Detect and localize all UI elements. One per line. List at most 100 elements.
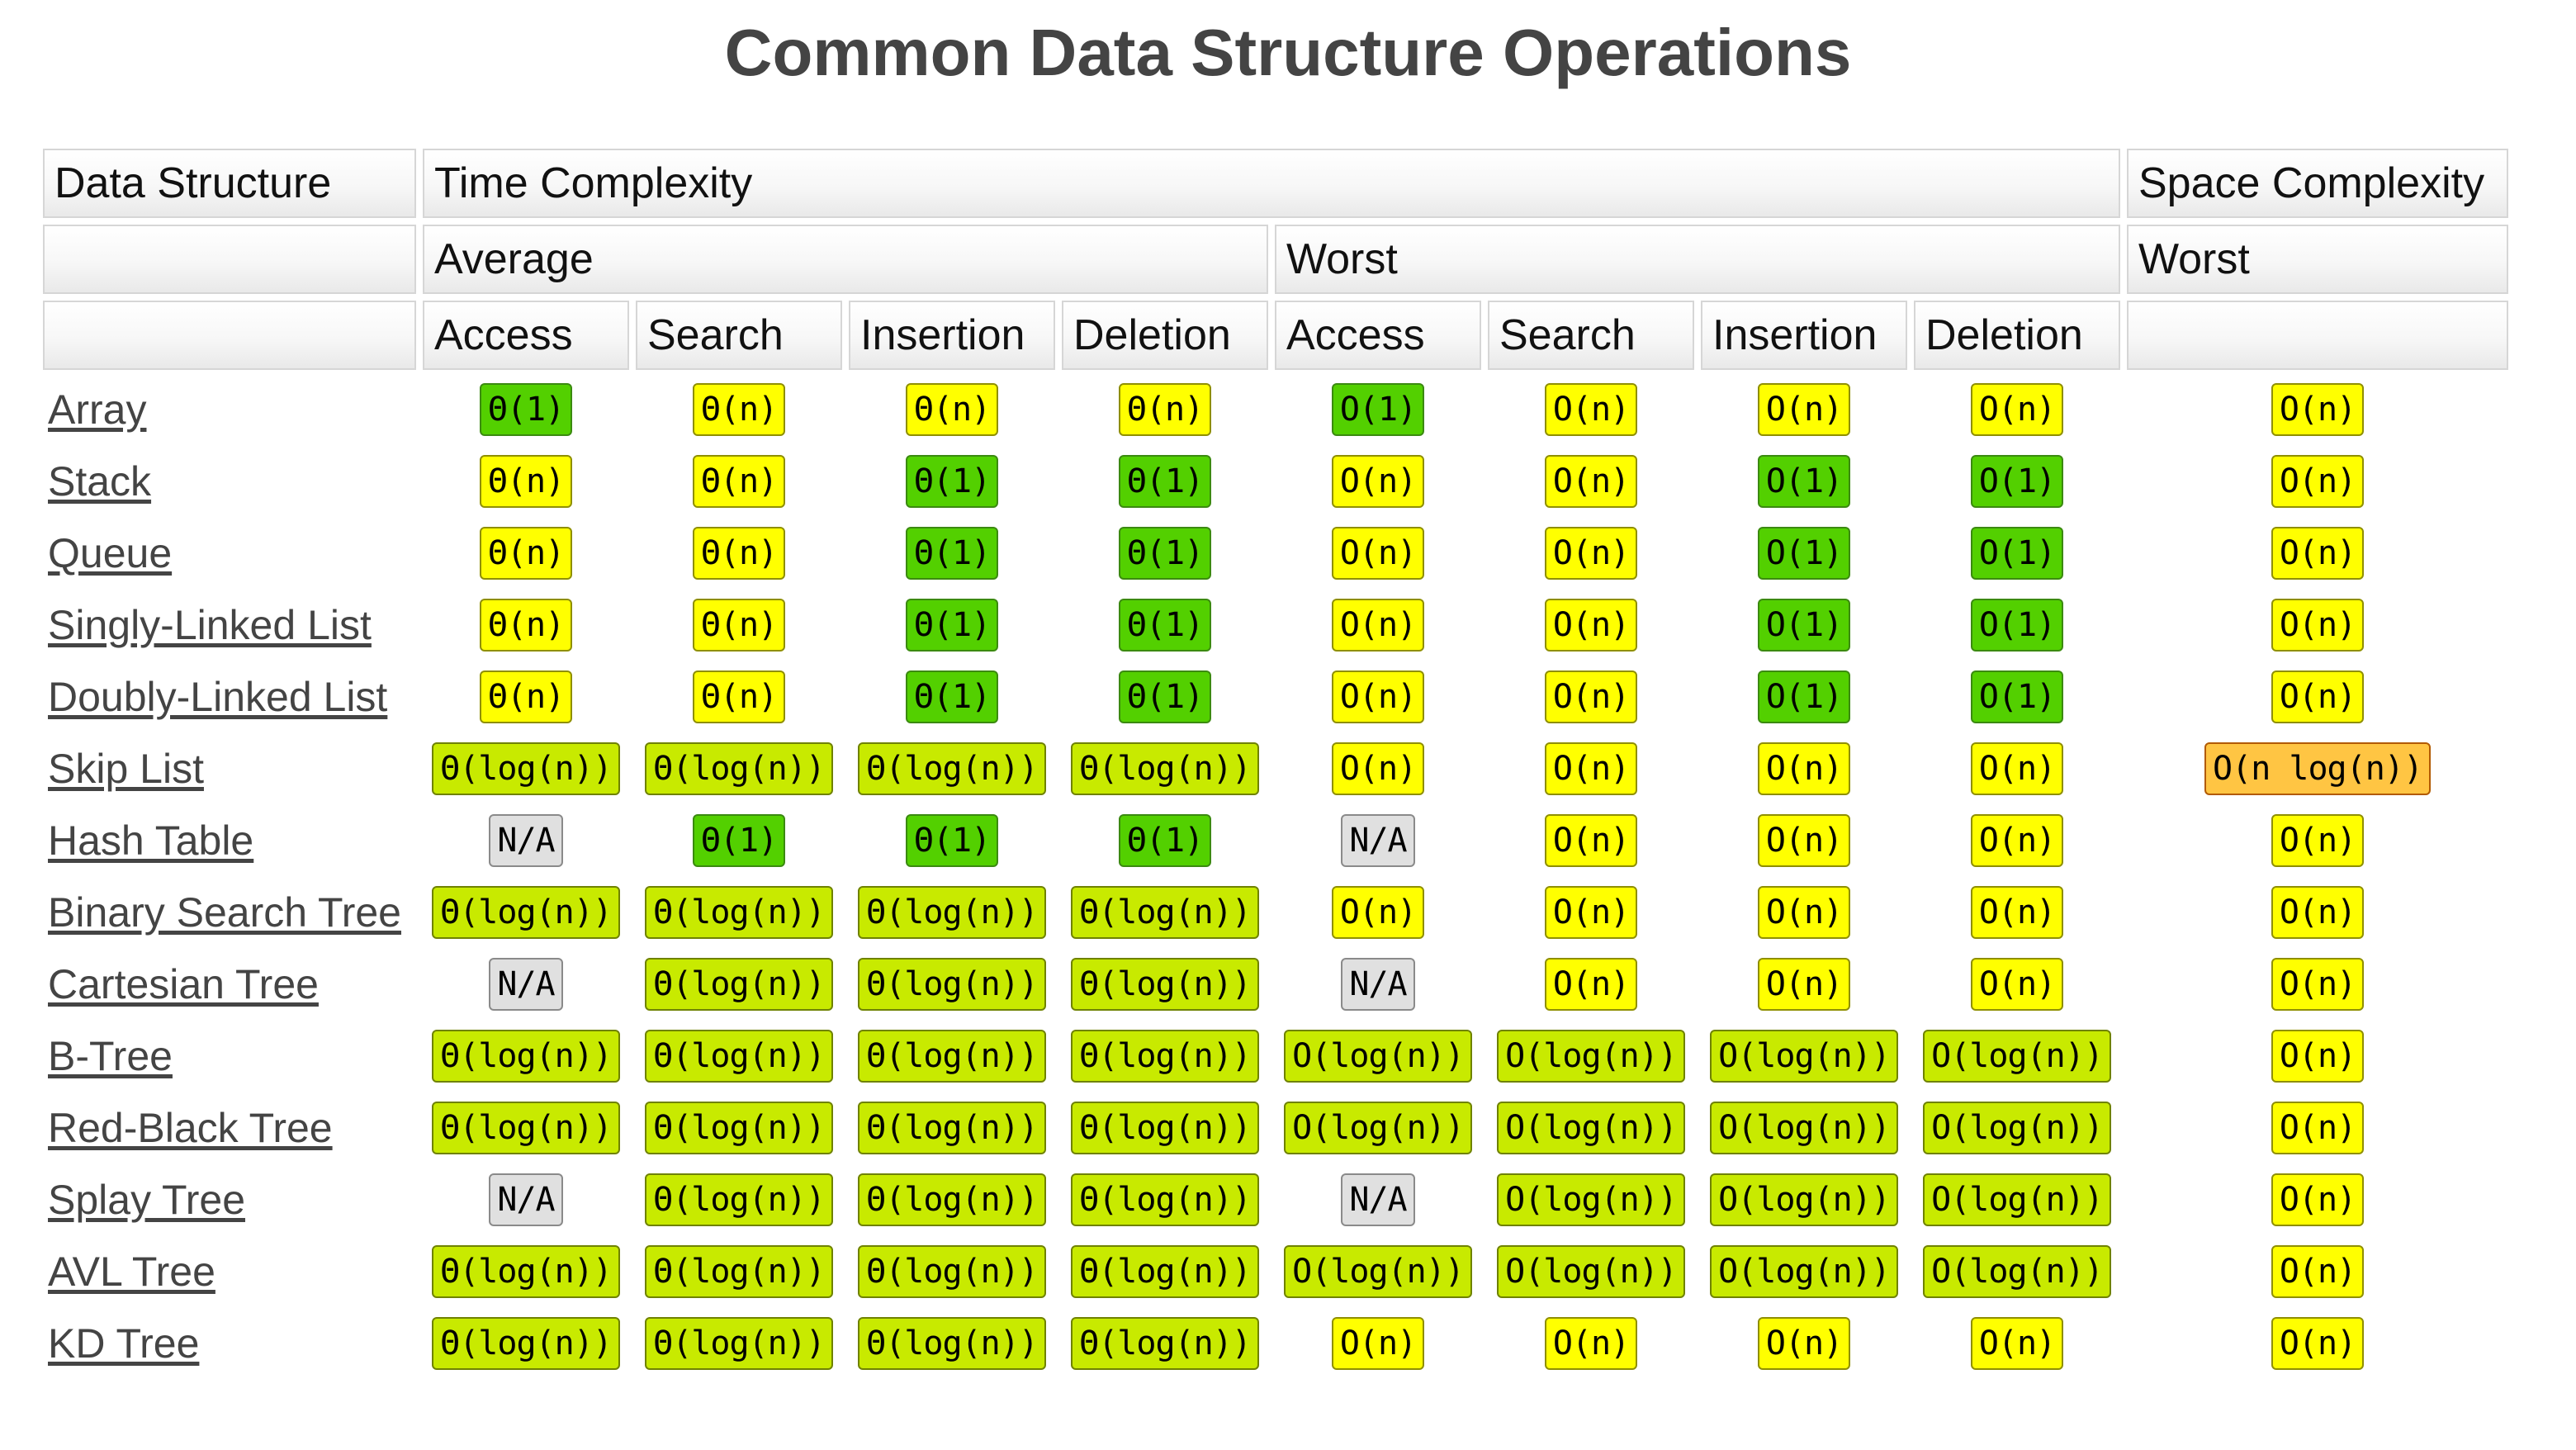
complexity-badge: O(log(n))	[1284, 1244, 1472, 1298]
complexity-badge: O(n)	[1331, 1316, 1425, 1370]
complexity-badge: O(n)	[2271, 382, 2365, 436]
complexity-badge: Θ(1)	[905, 813, 999, 867]
cell-avg-deletion: Θ(log(n))	[1062, 1310, 1268, 1376]
table-row: Splay Tree N/A Θ(log(n)) Θ(log(n)) Θ(log(n))…	[43, 1167, 2508, 1232]
cell-avg-insertion: Θ(1)	[849, 664, 1055, 729]
cell-avg-access: Θ(log(n))	[423, 736, 629, 801]
cell-worst-search: O(n)	[1488, 664, 1694, 729]
cell-worst-access: N/A	[1275, 951, 1481, 1016]
complexity-badge: Θ(1)	[1118, 813, 1212, 867]
header-data-structure: Data Structure	[43, 149, 416, 218]
data-structure-link[interactable]: AVL Tree	[48, 1248, 215, 1295]
cell-avg-search: Θ(n)	[636, 377, 842, 442]
cell-worst-access: N/A	[1275, 1167, 1481, 1232]
cell-avg-search: Θ(log(n))	[636, 879, 842, 945]
header-blank	[43, 301, 416, 370]
data-structure-link[interactable]: Cartesian Tree	[48, 960, 319, 1007]
data-structure-link[interactable]: Array	[48, 386, 147, 433]
table-row: Array Θ(1) Θ(n) Θ(n) Θ(n) O(1) O(n) O(n) O(n) O(n…	[43, 377, 2508, 442]
data-structure-link[interactable]: Splay Tree	[48, 1176, 246, 1223]
cell-worst-deletion: O(log(n))	[1914, 1167, 2120, 1232]
data-structure-link[interactable]: KD Tree	[48, 1320, 200, 1367]
cell-space-worst: O(n)	[2127, 1023, 2508, 1088]
cell-worst-deletion: O(1)	[1914, 520, 2120, 585]
header-avg-insertion: Insertion	[849, 301, 1055, 370]
complexity-badge: O(n)	[1757, 742, 1851, 795]
header-avg-deletion: Deletion	[1062, 301, 1268, 370]
complexity-badge: Θ(log(n))	[1071, 957, 1259, 1011]
complexity-badge: Θ(log(n))	[645, 1244, 833, 1298]
header-worst-deletion: Deletion	[1914, 301, 2120, 370]
complexity-badge: Θ(n)	[479, 598, 573, 652]
data-structure-link[interactable]: Queue	[48, 529, 173, 576]
data-structure-link[interactable]: B-Tree	[48, 1032, 173, 1079]
complexity-badge: O(n)	[1757, 1316, 1851, 1370]
header-worst-access: Access	[1275, 301, 1481, 370]
complexity-badge: O(n)	[1544, 526, 1638, 580]
cell-avg-insertion: Θ(1)	[849, 808, 1055, 873]
cell-space-worst: O(n)	[2127, 808, 2508, 873]
cell-avg-access: Θ(log(n))	[423, 1023, 629, 1088]
complexity-badge: Θ(log(n))	[432, 885, 620, 939]
complexity-badge: O(n)	[1757, 382, 1851, 436]
cell-worst-deletion: O(n)	[1914, 1310, 2120, 1376]
complexity-badge: O(log(n))	[1497, 1244, 1685, 1298]
complexity-badge: Θ(log(n))	[1071, 1101, 1259, 1154]
cell-avg-deletion: Θ(log(n))	[1062, 1167, 1268, 1232]
complexity-badge: Θ(n)	[692, 526, 786, 580]
cell-worst-deletion: O(n)	[1914, 377, 2120, 442]
complexity-badge: O(log(n))	[1923, 1029, 2111, 1083]
complexity-badge: Θ(log(n))	[858, 885, 1046, 939]
complexity-badge: O(n)	[1757, 957, 1851, 1011]
cell-worst-insertion: O(n)	[1701, 736, 1907, 801]
cell-avg-deletion: Θ(log(n))	[1062, 1239, 1268, 1304]
data-structure-link[interactable]: Skip List	[48, 745, 204, 792]
table-row: Cartesian Tree N/A Θ(log(n)) Θ(log(n)) Θ(log…	[43, 951, 2508, 1016]
cell-space-worst: O(n)	[2127, 1095, 2508, 1160]
complexity-badge: Θ(n)	[1118, 382, 1212, 436]
cell-worst-search: O(log(n))	[1488, 1167, 1694, 1232]
cell-space-worst: O(n)	[2127, 951, 2508, 1016]
header-row-operations: Access Search Insertion Deletion Access …	[43, 301, 2508, 370]
complexity-badge: Θ(n)	[692, 382, 786, 436]
table-header: Data Structure Time Complexity Space Com…	[43, 149, 2508, 370]
data-structure-link[interactable]: Singly-Linked List	[48, 601, 372, 648]
complexity-badge: Θ(log(n))	[432, 1244, 620, 1298]
cell-avg-deletion: Θ(1)	[1062, 808, 1268, 873]
cell-worst-access: O(log(n))	[1275, 1095, 1481, 1160]
cell-avg-search: Θ(n)	[636, 448, 842, 514]
complexity-badge: O(n)	[2271, 813, 2365, 867]
cell-space-worst: O(n)	[2127, 879, 2508, 945]
data-structure-link[interactable]: Doubly-Linked List	[48, 673, 388, 720]
cell-worst-deletion: O(1)	[1914, 592, 2120, 657]
complexity-badge: Θ(log(n))	[645, 1173, 833, 1226]
complexity-badge: O(n)	[1970, 885, 2064, 939]
complexity-badge: N/A	[489, 957, 563, 1011]
header-time-complexity: Time Complexity	[423, 149, 2120, 218]
page-title: Common Data Structure Operations	[724, 16, 1852, 89]
cell-avg-access: Θ(n)	[423, 520, 629, 585]
data-structure-link[interactable]: Hash Table	[48, 817, 254, 864]
data-structure-link[interactable]: Binary Search Tree	[48, 888, 401, 936]
cell-worst-search: O(log(n))	[1488, 1239, 1694, 1304]
cell-avg-deletion: Θ(log(n))	[1062, 736, 1268, 801]
complexity-badge: Θ(1)	[1118, 598, 1212, 652]
data-structure-link[interactable]: Red-Black Tree	[48, 1104, 333, 1151]
cell-worst-insertion: O(n)	[1701, 879, 1907, 945]
complexity-badge: O(n)	[1331, 454, 1425, 508]
header-space-worst: Worst	[2127, 225, 2508, 294]
complexity-badge: Θ(1)	[905, 526, 999, 580]
complexity-badge: O(log(n))	[1497, 1101, 1685, 1154]
complexity-badge: Θ(log(n))	[645, 1101, 833, 1154]
cell-avg-deletion: Θ(1)	[1062, 448, 1268, 514]
complexity-badge: Θ(n)	[692, 670, 786, 723]
cell-worst-access: O(n)	[1275, 592, 1481, 657]
complexity-badge: Θ(n)	[692, 598, 786, 652]
cell-avg-access: Θ(log(n))	[423, 1310, 629, 1376]
complexity-badge: O(n)	[1544, 885, 1638, 939]
complexity-badge: N/A	[1341, 813, 1415, 867]
cell-avg-insertion: Θ(log(n))	[849, 879, 1055, 945]
complexity-badge: O(n)	[1544, 742, 1638, 795]
cell-avg-access: Θ(n)	[423, 592, 629, 657]
data-structure-link[interactable]: Stack	[48, 457, 152, 505]
